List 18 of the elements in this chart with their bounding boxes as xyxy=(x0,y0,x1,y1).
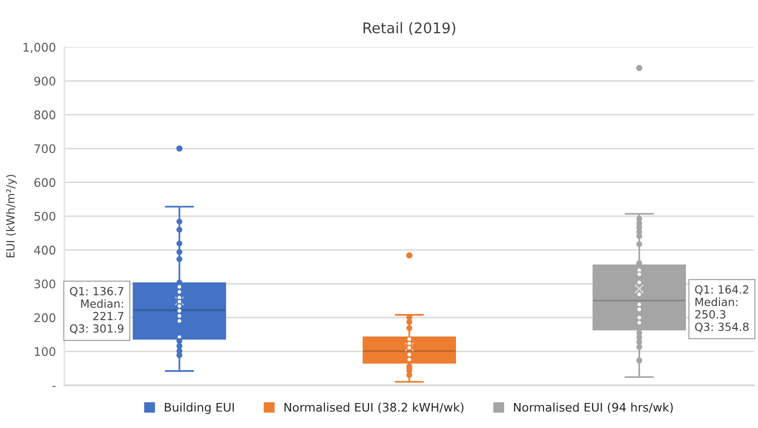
legend-label: Building EUI xyxy=(164,402,234,414)
annotation: Q1: 136.7 Median: 221.7 Q3: 301.9 xyxy=(70,286,124,334)
y-tick-label: 100 xyxy=(34,347,56,356)
y-tick-label: 700 xyxy=(34,144,56,154)
y-axis-title: EUI (kWh/m²/y) xyxy=(6,174,17,258)
legend-label: Normalised EUI (38.2 kWH/wk) xyxy=(284,402,464,414)
y-tick-label: 600 xyxy=(34,178,56,187)
y-tick-label: 1,000 xyxy=(24,42,56,53)
annotation: Q1: 164.2 Median: 250.3 Q3: 354.8 xyxy=(695,285,749,332)
y-tick-label: 900 xyxy=(34,76,56,86)
y-tick-label: 500 xyxy=(34,212,56,221)
chart-title: Retail (2019) xyxy=(364,22,456,36)
legend-label: Normalised EUI (94 hrs/wk) xyxy=(514,402,673,414)
y-tick-label: - xyxy=(52,386,56,387)
y-tick-label: 200 xyxy=(34,313,56,322)
y-tick-label: 300 xyxy=(34,279,56,288)
y-tick-label: 400 xyxy=(34,246,56,255)
y-tick-label: 800 xyxy=(34,110,56,120)
